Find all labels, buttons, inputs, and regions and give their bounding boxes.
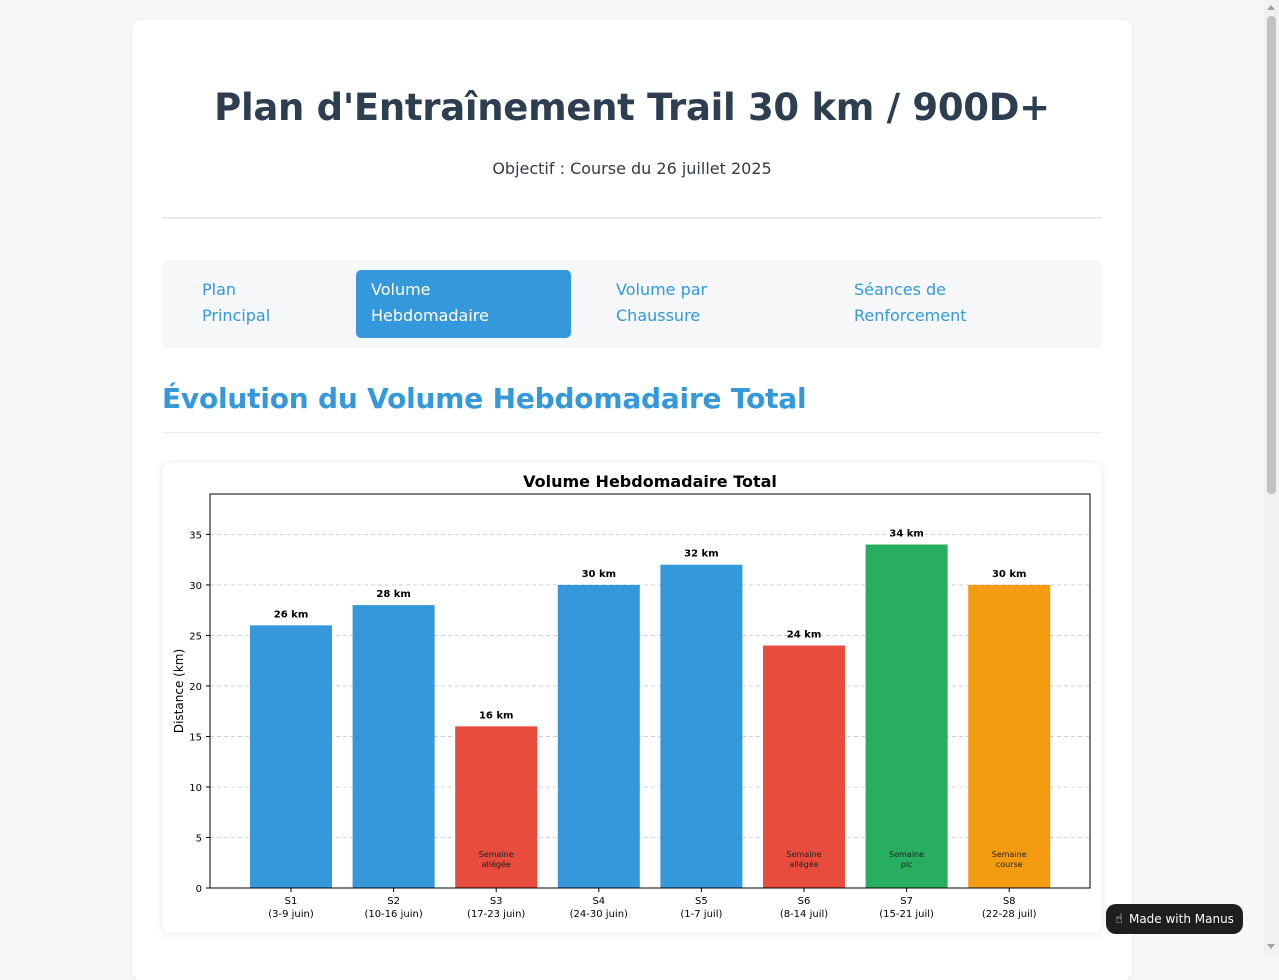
section-title: Évolution du Volume Hebdomadaire Total — [162, 382, 807, 415]
chart-bar-s3 — [455, 726, 538, 888]
bar-annotation: Semaine — [787, 850, 822, 859]
page-title: Plan d'Entraînement Trail 30 km / 900D+ — [214, 86, 1050, 129]
manus-hand-icon: ☝ — [1115, 911, 1123, 927]
x-tick-label-week: S4 — [592, 896, 605, 907]
bar-value-label: 30 km — [582, 569, 616, 580]
scroll-up-arrow-icon[interactable] — [1267, 5, 1275, 10]
tab-seances-renforcement[interactable]: Séances de Renforcement — [839, 270, 1059, 338]
bar-value-label: 28 km — [376, 589, 410, 600]
vertical-scrollbar[interactable] — [1264, 0, 1279, 955]
chart-bar-s8 — [968, 584, 1051, 888]
y-tick-label: 35 — [189, 530, 202, 541]
page-subtitle: Objectif : Course du 26 juillet 2025 — [492, 159, 772, 178]
badge-label: Made with Manus — [1128, 912, 1234, 926]
scroll-down-arrow-icon[interactable] — [1267, 944, 1275, 949]
x-tick-label-dates: (17-23 juin) — [467, 909, 525, 920]
tab-label-line1: Volume — [371, 280, 431, 299]
bar-value-label: 30 km — [992, 569, 1026, 580]
chart-container: Volume Hebdomadaire Total Distance (km) … — [162, 463, 1102, 933]
y-tick-label: 5 — [196, 833, 202, 844]
x-tick-label-dates: (24-30 juin) — [570, 909, 628, 920]
tab-bar: Plan Principal Volume Hebdomadaire Volum… — [162, 260, 1102, 348]
y-tick-label: 30 — [189, 581, 202, 592]
chart-bar-s5 — [660, 564, 743, 888]
tab-label-line2: Renforcement — [854, 306, 967, 325]
tab-label-line1: Séances de — [854, 280, 947, 299]
y-tick-label: 20 — [189, 682, 202, 693]
x-tick-label-week: S7 — [900, 896, 913, 907]
tab-volume-par-chaussure[interactable]: Volume par Chaussure — [601, 270, 801, 338]
x-tick-label-dates: (1-7 juil) — [680, 909, 722, 920]
bar-annotation: Semaine — [889, 850, 924, 859]
bar-value-label: 24 km — [787, 630, 821, 641]
chart-y-axis-label: Distance (km) — [172, 649, 186, 733]
x-tick-label-dates: (3-9 juin) — [268, 909, 314, 920]
y-tick-label: 15 — [189, 732, 202, 743]
chart-bar-s1 — [250, 625, 332, 888]
x-tick-label-dates: (15-21 juil) — [879, 909, 934, 920]
made-with-manus-badge[interactable]: ☝ Made with Manus — [1106, 904, 1243, 934]
chart-y-ticks: 0 5 10 15 20 25 30 35 — [189, 530, 210, 895]
chart-title: Volume Hebdomadaire Total — [523, 472, 777, 491]
header-divider — [162, 217, 1102, 219]
main-card: Plan d'Entraînement Trail 30 km / 900D+ … — [132, 20, 1132, 980]
bar-annotation: allégée — [482, 859, 511, 869]
section-divider — [162, 432, 1102, 433]
scrollbar-thumb[interactable] — [1267, 16, 1276, 494]
tab-label-line2: Hebdomadaire — [371, 306, 489, 325]
tab-plan-principal[interactable]: Plan Principal — [187, 270, 337, 338]
x-tick-label-week: S5 — [695, 896, 708, 907]
x-tick-label-week: S1 — [285, 896, 298, 907]
x-tick-label-dates: (10-16 juin) — [364, 909, 422, 920]
bar-annotation: course — [996, 860, 1023, 869]
chart-bar-s7 — [865, 544, 948, 888]
bar-value-label: 16 km — [479, 710, 513, 721]
x-tick-label-dates: (22-28 juil) — [982, 909, 1037, 920]
chart-plot-frame — [209, 493, 1091, 889]
bar-annotation: Semaine — [992, 850, 1027, 859]
x-tick-label-week: S8 — [1003, 896, 1016, 907]
bar-annotation: pic — [901, 860, 913, 869]
tab-label-line1: Plan — [202, 280, 237, 299]
bar-annotation: Semaine — [479, 850, 514, 859]
bar-value-label: 26 km — [274, 609, 308, 620]
tab-label-line2: Principal — [202, 306, 271, 325]
chart-x-ticks: S1 (3-9 juin) S2 (10-16 juin) S3 (17-23 juin)… — [268, 888, 1037, 920]
x-tick-label-dates: (8-14 juil) — [780, 909, 828, 920]
x-tick-label-week: S6 — [798, 896, 811, 907]
y-tick-label: 0 — [196, 884, 202, 895]
chart-bar-s2 — [352, 605, 435, 888]
y-tick-label: 25 — [189, 631, 202, 642]
x-tick-label-week: S3 — [490, 896, 503, 907]
tab-label-line2: Chaussure — [616, 306, 701, 325]
chart-gridlines — [210, 534, 1090, 838]
y-tick-label: 10 — [189, 783, 202, 794]
chart-bar-s6 — [763, 645, 845, 888]
tab-volume-hebdomadaire[interactable]: Volume Hebdomadaire — [356, 270, 571, 338]
chart-bar-s4 — [557, 584, 640, 888]
x-tick-label-week: S2 — [387, 896, 400, 907]
bar-value-label: 34 km — [889, 529, 923, 540]
bar-annotation: allégée — [789, 859, 818, 869]
tab-label-line1: Volume par — [616, 280, 708, 299]
bar-value-label: 32 km — [684, 549, 718, 560]
weekly-volume-chart: Volume Hebdomadaire Total Distance (km) … — [172, 472, 1091, 920]
